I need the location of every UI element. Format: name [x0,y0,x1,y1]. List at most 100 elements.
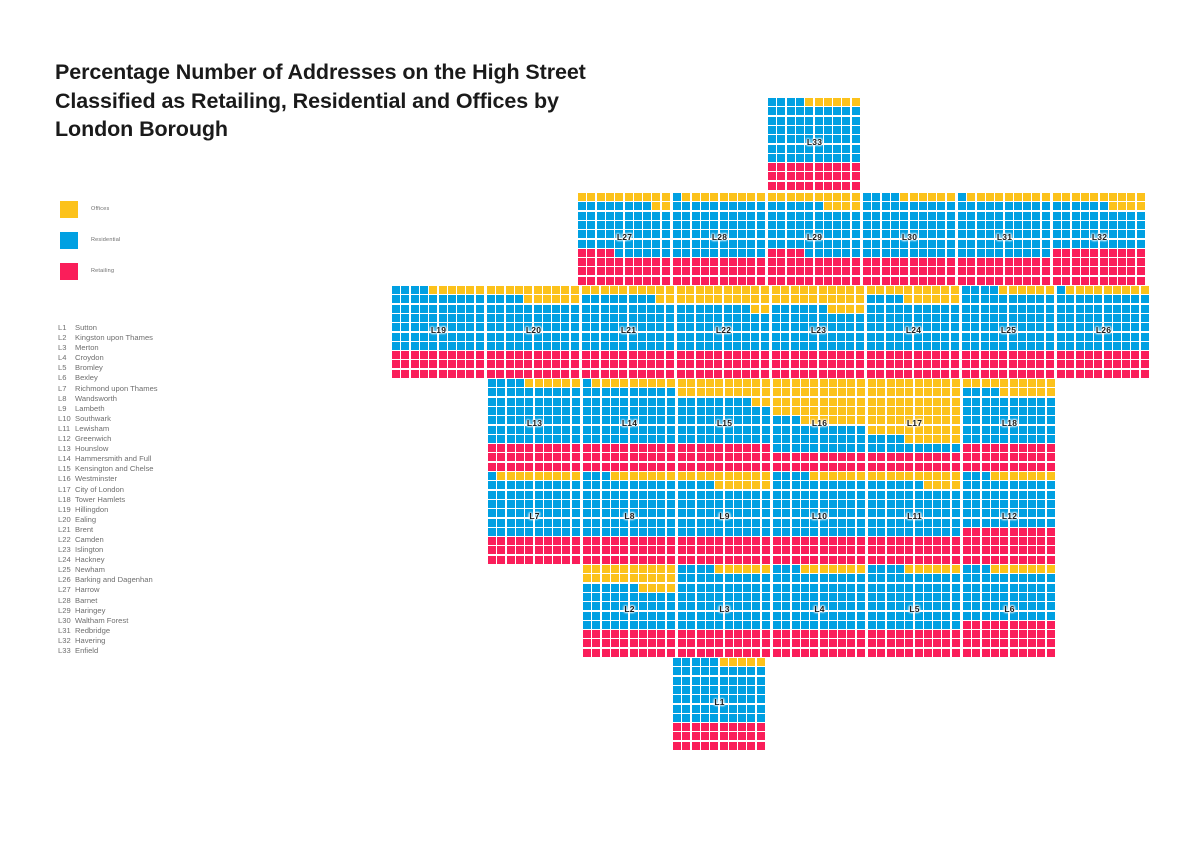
waffle-cell [905,397,914,406]
waffle-cell [524,286,533,295]
waffle-cell [1028,602,1037,611]
waffle-cell [592,527,601,536]
waffle-cell [989,323,998,332]
waffle-cell [600,313,609,322]
waffle-cell [715,406,724,415]
waffle-cell [678,639,687,648]
waffle-cell [1041,193,1050,202]
waffle-cell [805,276,814,285]
waffle-cell [904,295,913,304]
waffle-cell [525,499,534,508]
waffle-cell [990,527,999,536]
waffle-cell [601,481,610,490]
waffle-cell [972,509,981,518]
waffle-cell [673,220,682,229]
waffle-cell [1041,239,1050,248]
waffle-cell [963,416,972,425]
waffle-cell [620,518,629,527]
waffle-cell [553,546,562,555]
waffle-cell [1136,267,1145,276]
waffle-cell [719,676,728,685]
waffle-cell [1017,332,1026,341]
waffle-cell [1062,276,1071,285]
waffle-cell [475,323,484,332]
waffle-cell [967,267,976,276]
waffle-cell [525,434,534,443]
borough-list-item: L5 Bromley [58,363,158,373]
waffle-cell [905,499,914,508]
waffle-cell [438,313,447,322]
waffle-cell [1017,369,1026,378]
waffle-cell [628,286,637,295]
waffle-cell [890,230,899,239]
waffle-cell [937,202,946,211]
waffle-cell [743,462,752,471]
waffle-cell [782,546,791,555]
waffle-cell [805,220,814,229]
waffle-cell [638,565,647,574]
waffle-cell [704,341,713,350]
waffle-cell [705,518,714,527]
waffle-cell [842,172,851,181]
waffle-cell [799,313,808,322]
waffle-cell [1084,360,1093,369]
waffle-cell [872,220,881,229]
borough-list-item: L32 Havering [58,636,158,646]
waffle-cell [972,490,981,499]
waffle-cell [1062,258,1071,267]
waffle-cell [600,369,609,378]
waffle-cell [914,397,923,406]
waffle-cell [505,360,514,369]
waffle-cell [895,574,904,583]
waffle-cell [583,388,592,397]
waffle-cell [1131,332,1140,341]
waffle-label-l19: L19 [430,325,447,335]
waffle-cell [610,388,619,397]
waffle-cell [932,313,941,322]
waffle-cell [695,323,704,332]
waffle-cell [914,620,923,629]
waffle-cell [1075,323,1084,332]
waffle-cell [705,481,714,490]
waffle-cell [773,397,782,406]
waffle-cell [719,258,728,267]
waffle-cell [488,406,497,415]
waffle-cell [429,332,438,341]
waffle-cell [914,583,923,592]
waffle-cell [738,230,747,239]
waffle-cell [895,472,904,481]
waffle-cell [838,602,847,611]
waffle-cell [1066,369,1075,378]
waffle-cell [583,499,592,508]
waffle-cell [1112,369,1121,378]
waffle-cell [951,462,960,471]
waffle-cell [905,555,914,564]
waffle-cell [1066,295,1075,304]
waffle-cell [828,602,837,611]
waffle-cell [856,602,865,611]
waffle-cell [533,332,542,341]
waffle-cell [752,379,761,388]
waffle-cell [514,313,523,322]
waffle-cell [752,574,761,583]
waffle-cell [877,565,886,574]
waffle-cell [819,602,828,611]
waffle-cell [1041,202,1050,211]
waffle-cell [515,509,524,518]
waffle-cell [1053,267,1062,276]
waffle-cell [601,537,610,546]
waffle-cell [728,230,737,239]
waffle-cell [596,239,605,248]
waffle-cell [863,202,872,211]
waffle-cell [810,648,819,657]
waffle-cell [981,537,990,546]
waffle-cell [923,639,932,648]
waffle-cell [687,388,696,397]
waffle-cell [657,379,666,388]
waffle-l15: L15 [678,379,771,472]
waffle-cell [619,304,628,313]
waffle-cell [963,434,972,443]
waffle-cell [678,462,687,471]
waffle-cell [1053,220,1062,229]
waffle-cell [914,527,923,536]
